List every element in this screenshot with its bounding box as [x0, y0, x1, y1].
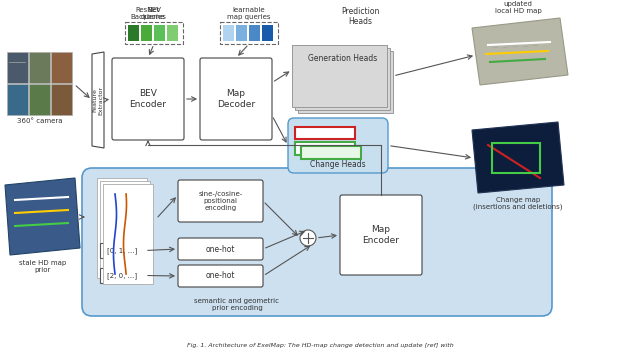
Text: Change map
(insertions and deletions): Change map (insertions and deletions) — [473, 197, 563, 210]
Polygon shape — [472, 122, 564, 193]
Bar — [223, 25, 234, 41]
Text: Map
Decoder: Map Decoder — [217, 89, 255, 109]
FancyBboxPatch shape — [112, 58, 184, 140]
Bar — [301, 146, 361, 159]
Bar — [295, 127, 355, 139]
Text: updated
local HD map: updated local HD map — [495, 1, 541, 14]
Text: semantic and geometric
prior encoding: semantic and geometric prior encoding — [195, 298, 280, 311]
Bar — [492, 143, 540, 173]
Bar — [29, 84, 50, 115]
Text: one-hot: one-hot — [205, 245, 236, 253]
Bar — [125, 22, 183, 44]
Bar — [262, 25, 273, 41]
Bar — [249, 25, 260, 41]
FancyBboxPatch shape — [178, 238, 263, 260]
Polygon shape — [5, 178, 80, 255]
Circle shape — [300, 230, 316, 246]
Text: Prediction
Heads: Prediction Heads — [341, 7, 379, 26]
Bar — [295, 48, 390, 110]
Bar — [167, 25, 178, 41]
Bar — [128, 25, 139, 41]
Bar — [7, 84, 28, 115]
Bar — [29, 52, 50, 83]
Text: stale HD map
prior: stale HD map prior — [19, 260, 67, 273]
Text: [0, 1, ...]: [0, 1, ...] — [108, 247, 138, 254]
Text: 360° camera: 360° camera — [17, 118, 63, 124]
Text: Change Heads: Change Heads — [310, 160, 366, 169]
Polygon shape — [92, 52, 104, 148]
Bar — [100, 243, 145, 258]
Text: [2, 0, ...]: [2, 0, ...] — [108, 272, 138, 279]
FancyBboxPatch shape — [288, 118, 388, 173]
Text: sine-/cosine-
positional
encoding: sine-/cosine- positional encoding — [198, 191, 243, 211]
Bar — [7, 52, 28, 83]
Polygon shape — [472, 18, 568, 85]
Bar — [141, 25, 152, 41]
Bar — [103, 184, 153, 284]
Bar — [236, 25, 247, 41]
Bar — [154, 25, 165, 41]
FancyBboxPatch shape — [200, 58, 272, 140]
Bar — [100, 268, 145, 283]
Text: one-hot: one-hot — [205, 271, 236, 281]
FancyBboxPatch shape — [178, 265, 263, 287]
Text: ResNet
Backbone: ResNet Backbone — [131, 7, 165, 20]
Bar — [100, 181, 150, 281]
Bar — [298, 51, 393, 113]
Text: Feature
Extractor: Feature Extractor — [93, 85, 104, 115]
Text: learnable
map queries: learnable map queries — [227, 7, 271, 20]
Text: BEV
Encoder: BEV Encoder — [129, 89, 166, 109]
FancyBboxPatch shape — [178, 180, 263, 222]
FancyBboxPatch shape — [340, 195, 422, 275]
Text: Map
Encoder: Map Encoder — [362, 225, 399, 245]
Bar — [295, 142, 355, 155]
Bar — [292, 45, 387, 107]
FancyBboxPatch shape — [82, 168, 552, 316]
Text: Generation Heads: Generation Heads — [308, 54, 377, 63]
Text: Fig. 1. Architecture of ExelMap: The HD-map change detection and update [ref] wi: Fig. 1. Architecture of ExelMap: The HD-… — [187, 343, 453, 348]
Bar — [220, 22, 278, 44]
Text: BEV
queries: BEV queries — [141, 7, 167, 20]
Bar — [51, 84, 72, 115]
Bar — [51, 52, 72, 83]
Bar — [97, 178, 147, 278]
